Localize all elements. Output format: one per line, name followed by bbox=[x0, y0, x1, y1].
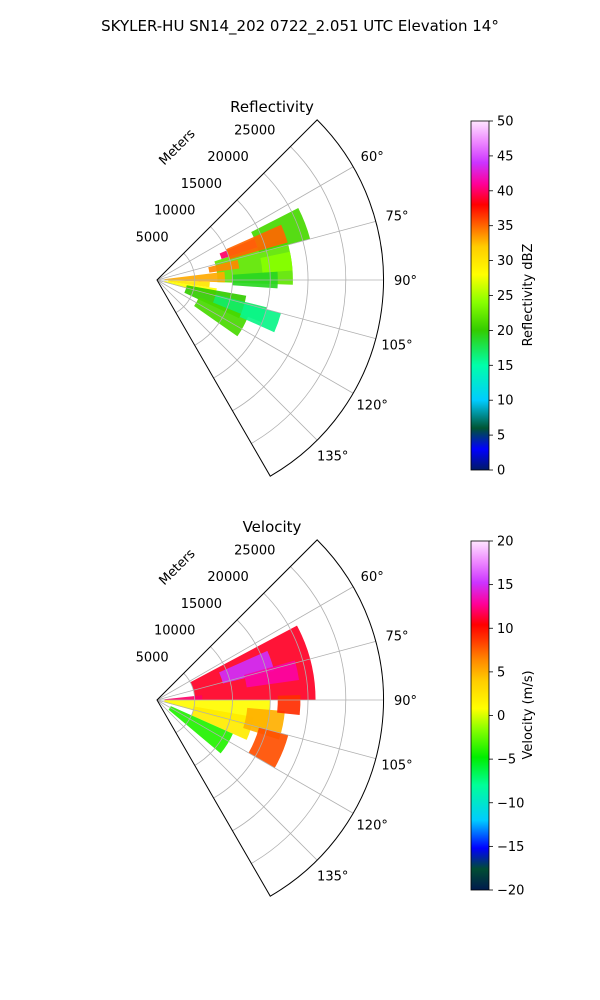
reflectivity-colorbar-tick-label: 30 bbox=[497, 254, 514, 269]
velocity-colorbar-tick-label: −15 bbox=[497, 840, 524, 855]
velocity-radial-tick-label: 5000 bbox=[136, 650, 169, 665]
velocity-colorbar-tick-label: 0 bbox=[497, 709, 505, 724]
velocity-azimuth-gridline bbox=[156, 586, 354, 701]
velocity-colorbar-tick-label: −5 bbox=[497, 753, 516, 768]
reflectivity-grid bbox=[156, 119, 384, 477]
reflectivity-azimuth-tick-label: 75° bbox=[386, 210, 409, 225]
velocity-colorbar-tick-label: 10 bbox=[497, 622, 514, 637]
velocity-data-region bbox=[164, 695, 203, 700]
velocity-data-region bbox=[168, 706, 233, 754]
reflectivity-data-region bbox=[260, 251, 293, 273]
velocity-title: Velocity bbox=[243, 518, 302, 536]
reflectivity-colorbar-tick-label: 45 bbox=[497, 149, 514, 164]
velocity-range-ring bbox=[175, 673, 196, 734]
velocity-data-region bbox=[191, 706, 254, 740]
velocity-panel: Velocity 5000 10000 15000 20000 25000 60° 75°… bbox=[136, 518, 536, 899]
reflectivity-radial-tick-label: 5000 bbox=[136, 230, 169, 245]
velocity-colorbar-tick-label: −20 bbox=[497, 884, 524, 899]
reflectivity-radial-tick-label: 20000 bbox=[207, 150, 248, 165]
velocity-data-region bbox=[244, 660, 300, 688]
velocity-azimuth-tick-label: 120° bbox=[357, 818, 388, 833]
velocity-range-ring bbox=[251, 566, 347, 864]
velocity-sector-data bbox=[164, 625, 316, 768]
reflectivity-radial-tick-label: 10000 bbox=[154, 204, 195, 219]
velocity-data-region bbox=[248, 727, 289, 768]
reflectivity-azimuth-gridline bbox=[156, 279, 354, 394]
reflectivity-radial-tick-labels: 5000 10000 15000 20000 25000 bbox=[136, 124, 276, 246]
velocity-colorbar-tick-label: 15 bbox=[497, 578, 514, 593]
reflectivity-title: Reflectivity bbox=[230, 98, 314, 116]
reflectivity-colorbar-tick-label: 20 bbox=[497, 324, 514, 339]
reflectivity-range-ring bbox=[213, 199, 271, 379]
reflectivity-colorbar-bar bbox=[470, 120, 490, 471]
reflectivity-sector-frame bbox=[156, 119, 384, 477]
reflectivity-azimuth-tick-label: 90° bbox=[394, 274, 417, 289]
velocity-azimuth-gridline bbox=[156, 640, 376, 701]
reflectivity-colorbar-tick-label: 10 bbox=[497, 394, 514, 409]
reflectivity-azimuth-tick-label: 105° bbox=[381, 338, 412, 353]
velocity-colorbar-tick-label: 5 bbox=[497, 665, 505, 680]
velocity-radial-tick-labels: 5000 10000 15000 20000 25000 bbox=[136, 544, 276, 666]
reflectivity-colorbar: 0 5 10 15 20 25 30 35 40 45 50 bbox=[470, 115, 514, 479]
reflectivity-data-region bbox=[225, 224, 288, 260]
reflectivity-colorbar-tick-label: 40 bbox=[497, 184, 514, 199]
velocity-azimuth-tick-label: 60° bbox=[361, 570, 384, 585]
reflectivity-azimuth-gridline bbox=[156, 166, 354, 281]
reflectivity-azimuth-gridline bbox=[156, 220, 376, 281]
velocity-radial-tick-label: 20000 bbox=[207, 570, 248, 585]
reflectivity-colorbar-tick-label: 35 bbox=[497, 219, 514, 234]
velocity-radial-axis-label: Meters bbox=[157, 546, 199, 588]
reflectivity-azimuth-gridline bbox=[156, 279, 318, 441]
reflectivity-data-region bbox=[168, 280, 210, 288]
velocity-azimuth-tick-label: 75° bbox=[386, 630, 409, 645]
reflectivity-range-ring bbox=[175, 253, 196, 314]
velocity-azimuth-tick-label: 105° bbox=[381, 758, 412, 773]
reflectivity-azimuth-tick-label: 60° bbox=[361, 150, 384, 165]
velocity-grid bbox=[156, 539, 384, 897]
reflectivity-radial-axis-label: Meters bbox=[157, 126, 199, 168]
velocity-colorbar-tick-label: −10 bbox=[497, 796, 524, 811]
reflectivity-colorbar-tick-label: 15 bbox=[497, 359, 514, 374]
reflectivity-azimuth-tick-label: 120° bbox=[357, 398, 388, 413]
figure-title: SKYLER-HU SN14_202 0722_2.051 UTC Elevat… bbox=[101, 17, 499, 36]
reflectivity-sector-data bbox=[164, 208, 311, 337]
reflectivity-colorbar-tick-label: 50 bbox=[497, 115, 514, 130]
velocity-colorbar-tick-label: 20 bbox=[497, 535, 514, 550]
reflectivity-azimuth-tick-label: 135° bbox=[317, 450, 348, 465]
velocity-colorbar-label: Velocity (m/s) bbox=[521, 670, 536, 759]
velocity-colorbar: −20 −15 −10 −5 0 5 10 15 20 bbox=[470, 535, 524, 899]
velocity-data-region bbox=[277, 694, 301, 715]
velocity-radial-tick-label: 25000 bbox=[234, 544, 275, 559]
velocity-azimuth-tick-label: 135° bbox=[317, 870, 348, 885]
velocity-data-region bbox=[219, 650, 275, 684]
reflectivity-azimuth-gridline bbox=[156, 279, 376, 340]
reflectivity-panel: Reflectivity 5000 10000 15000 20000 25000 60… bbox=[136, 98, 536, 479]
velocity-azimuth-tick-labels: 60° 75° 90° 105° 120° 135° bbox=[317, 570, 417, 885]
velocity-radial-tick-label: 10000 bbox=[154, 624, 195, 639]
reflectivity-colorbar-label: Reflectivity dBZ bbox=[521, 244, 536, 347]
reflectivity-radial-tick-label: 15000 bbox=[181, 177, 222, 192]
velocity-radial-tick-label: 15000 bbox=[181, 597, 222, 612]
velocity-azimuth-gridline bbox=[156, 699, 318, 861]
reflectivity-colorbar-tick-label: 25 bbox=[497, 289, 514, 304]
velocity-azimuth-tick-label: 90° bbox=[394, 694, 417, 709]
velocity-sector-frame bbox=[156, 539, 384, 897]
velocity-colorbar-bar bbox=[470, 540, 490, 891]
reflectivity-azimuth-tick-labels: 60° 75° 90° 105° 120° 135° bbox=[317, 150, 417, 465]
reflectivity-range-ring bbox=[194, 226, 233, 346]
velocity-azimuth-gridline bbox=[156, 699, 354, 814]
velocity-azimuth-gridline bbox=[156, 699, 376, 760]
reflectivity-colorbar-tick-label: 0 bbox=[497, 464, 505, 479]
velocity-range-ring bbox=[194, 646, 233, 766]
reflectivity-range-ring bbox=[251, 146, 347, 444]
velocity-range-ring bbox=[213, 619, 271, 799]
reflectivity-colorbar-tick-label: 5 bbox=[497, 429, 505, 444]
reflectivity-radial-tick-label: 25000 bbox=[234, 124, 275, 139]
